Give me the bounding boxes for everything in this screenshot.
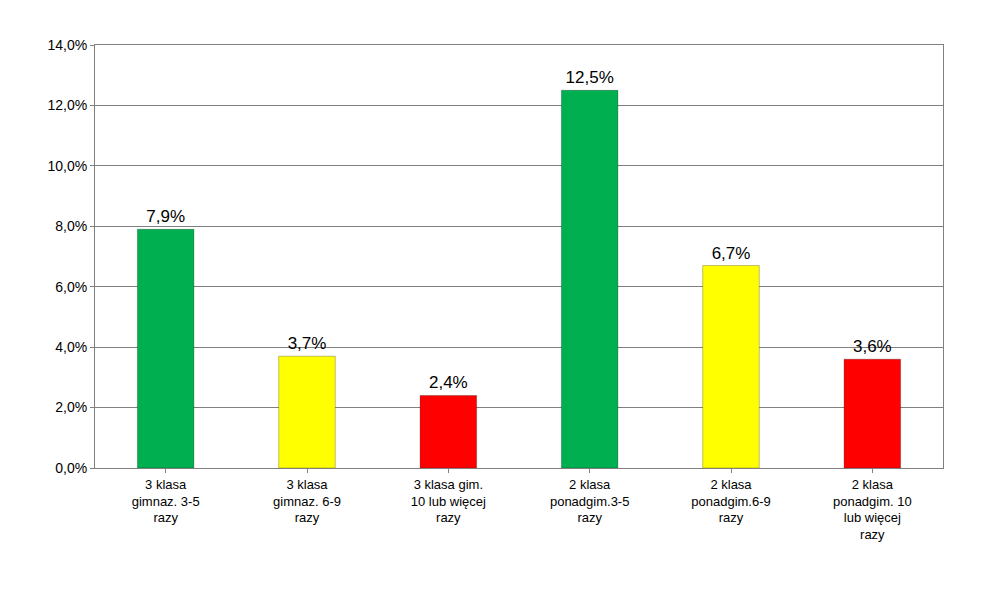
svg-text:0,0%: 0,0%: [55, 460, 87, 476]
svg-text:2,0%: 2,0%: [55, 399, 87, 415]
svg-text:3,7%: 3,7%: [288, 334, 327, 353]
svg-text:10,0%: 10,0%: [47, 158, 87, 174]
svg-text:2 klasaponadgim.6-9razy: 2 klasaponadgim.6-9razy: [691, 477, 771, 526]
svg-text:3 klasagimnaz. 6-9razy: 3 klasagimnaz. 6-9razy: [273, 477, 341, 526]
svg-text:3,6%: 3,6%: [853, 337, 892, 356]
svg-text:6,7%: 6,7%: [712, 244, 751, 263]
svg-text:12,5%: 12,5%: [566, 68, 614, 87]
svg-text:7,9%: 7,9%: [146, 207, 185, 226]
svg-text:2,4%: 2,4%: [429, 373, 468, 392]
svg-text:12,0%: 12,0%: [47, 97, 87, 113]
svg-text:4,0%: 4,0%: [55, 339, 87, 355]
svg-text:8,0%: 8,0%: [55, 218, 87, 234]
svg-text:14,0%: 14,0%: [47, 37, 87, 53]
svg-text:2 klasaponadgim.3-5razy: 2 klasaponadgim.3-5razy: [550, 477, 630, 526]
svg-text:2 klasaponadgim. 10lub więcejr: 2 klasaponadgim. 10lub więcejrazy: [833, 477, 912, 543]
svg-text:3 klasa gim.10 lub więcejrazy: 3 klasa gim.10 lub więcejrazy: [411, 477, 486, 526]
svg-text:6,0%: 6,0%: [55, 279, 87, 295]
svg-text:3 klasagimnaz. 3-5razy: 3 klasagimnaz. 3-5razy: [132, 477, 200, 526]
